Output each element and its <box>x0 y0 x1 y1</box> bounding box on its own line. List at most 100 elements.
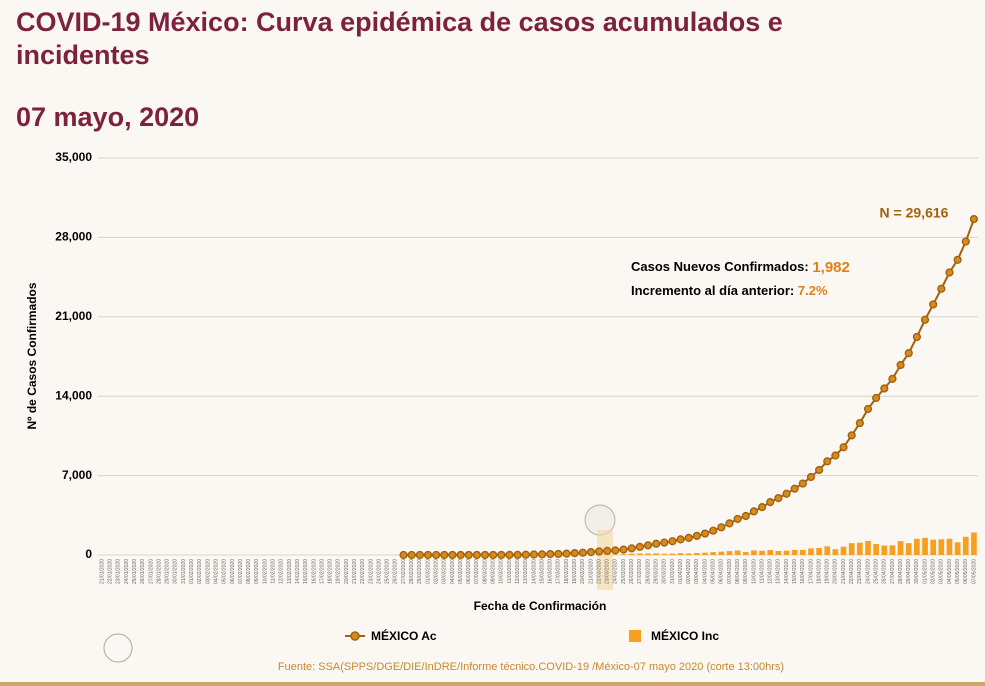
annotation: Casos Nuevos Confirmados: 1,982 <box>631 259 850 276</box>
point <box>676 535 685 544</box>
bar <box>930 539 937 555</box>
x-tick-label: 10/04/2020 <box>751 559 757 584</box>
point <box>912 332 921 342</box>
point <box>562 549 571 558</box>
x-tick-label: 02/05/2020 <box>931 559 937 584</box>
legend-marker <box>629 630 641 642</box>
x-tick-label: 04/02/2020 <box>213 559 219 584</box>
point <box>692 531 701 540</box>
x-tick-label: 29/02/2020 <box>417 559 423 584</box>
point <box>749 507 759 516</box>
x-tick-label: 01/05/2020 <box>922 559 928 584</box>
x-tick-label: 23/03/2020 <box>605 559 611 584</box>
x-tick-label: 19/03/2020 <box>572 559 578 584</box>
x-tick-label: 07/02/2020 <box>238 559 244 584</box>
x-tick-label: 09/04/2020 <box>743 559 749 584</box>
bar <box>914 538 920 555</box>
x-tick-label: 17/02/2020 <box>319 559 325 584</box>
x-tick-label: 22/02/2020 <box>360 559 366 584</box>
x-tick-label: 08/04/2020 <box>735 559 741 584</box>
x-tick-label: 19/02/2020 <box>336 559 342 584</box>
x-tick-label: 08/03/2020 <box>482 559 488 584</box>
x-tick-label: 26/01/2020 <box>140 559 146 584</box>
x-tick-label: 12/03/2020 <box>515 559 521 584</box>
point <box>774 494 783 503</box>
y-tick-label: 0 <box>85 547 92 561</box>
x-tick-label: 12/02/2020 <box>279 559 285 584</box>
annotation-value: 7.2% <box>798 283 828 298</box>
point <box>668 537 677 546</box>
x-tick-label: 16/03/2020 <box>548 559 554 584</box>
x-tick-label: 01/03/2020 <box>425 559 431 584</box>
bar <box>718 551 725 555</box>
x-tick-label: 26/03/2020 <box>629 559 635 584</box>
x-tick-label: 15/03/2020 <box>539 559 545 584</box>
x-tick-label: 03/02/2020 <box>205 559 211 584</box>
x-tick-label: 23/01/2020 <box>116 559 122 584</box>
x-tick-label: 14/03/2020 <box>531 559 537 584</box>
annotation-text: Casos Nuevos Confirmados: <box>631 259 812 274</box>
point <box>456 550 465 560</box>
bar <box>685 553 692 555</box>
point <box>929 300 938 309</box>
x-tick-label: 13/03/2020 <box>523 559 529 584</box>
bar <box>751 550 757 555</box>
x-tick-label: 13/04/2020 <box>776 559 782 584</box>
point <box>423 550 433 560</box>
x-tick-label: 17/03/2020 <box>556 559 562 584</box>
point <box>888 374 897 383</box>
x-tick-label: 28/02/2020 <box>409 559 415 584</box>
point <box>806 472 816 482</box>
x-tick-label: 24/03/2020 <box>613 559 619 584</box>
point <box>529 550 539 559</box>
point <box>480 550 490 560</box>
point <box>554 549 563 559</box>
point <box>570 549 579 558</box>
y-tick-label: 14,000 <box>55 388 92 402</box>
x-tick-label: 31/03/2020 <box>670 559 676 584</box>
bar <box>938 539 945 555</box>
bar <box>848 543 855 555</box>
x-tick-label: 20/02/2020 <box>344 559 350 584</box>
point <box>586 548 596 557</box>
bar <box>702 552 708 555</box>
bar <box>857 542 863 555</box>
bar <box>954 542 961 555</box>
bar <box>832 549 839 555</box>
y-tick-label: 7,000 <box>62 468 92 482</box>
point <box>700 529 710 538</box>
chart-title: COVID-19 México: Curva epidémica de caso… <box>16 7 790 70</box>
x-tick-label: 06/02/2020 <box>230 559 236 584</box>
bar <box>881 545 888 555</box>
bar <box>742 552 749 555</box>
x-tick-label: 04/04/2020 <box>702 559 708 584</box>
point <box>717 523 726 532</box>
x-tick-label: 21/01/2020 <box>99 559 105 584</box>
x-tick-label: 06/05/2020 <box>963 559 969 584</box>
point <box>603 546 612 555</box>
point <box>505 550 514 560</box>
x-tick-label: 25/01/2020 <box>132 559 138 584</box>
point <box>839 443 848 452</box>
point <box>855 418 864 428</box>
x-tick-label: 07/03/2020 <box>474 559 480 584</box>
x-tick-label: 18/02/2020 <box>328 559 334 584</box>
x-tick-label: 26/04/2020 <box>882 559 888 584</box>
point <box>415 550 424 560</box>
x-tick-label: 07/04/2020 <box>727 559 733 584</box>
x-tick-label: 09/02/2020 <box>254 559 260 584</box>
point <box>945 268 954 277</box>
x-tick-label: 04/03/2020 <box>450 559 456 584</box>
legend-marker <box>350 631 360 641</box>
point <box>815 465 824 475</box>
x-tick-label: 14/02/2020 <box>295 559 301 584</box>
total-annotation: N = 29,616 <box>880 205 949 221</box>
x-tick-label: 24/02/2020 <box>376 559 382 584</box>
x-tick-label: 05/03/2020 <box>458 559 464 584</box>
x-tick-label: 25/02/2020 <box>385 559 391 584</box>
point <box>440 550 449 560</box>
bar <box>905 543 912 555</box>
bar <box>734 550 741 555</box>
point <box>652 539 661 548</box>
highlight <box>597 530 613 590</box>
